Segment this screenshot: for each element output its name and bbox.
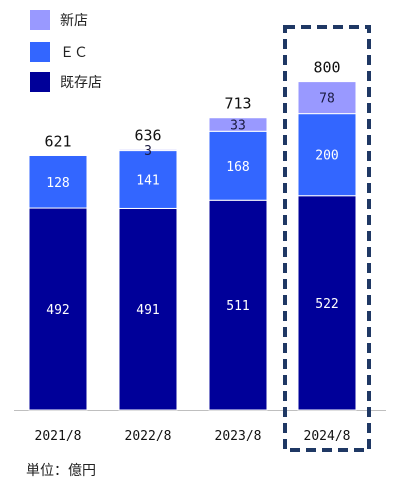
bar-2023/8-ＥＣ [208,130,268,201]
segment-label-2021/8-ＥＣ: 128 [46,176,69,191]
highlight-box [283,25,371,452]
segment-label-2023/8-新店: 33 [230,119,246,134]
x-tick-label-2024/8: 2024/8 [304,429,351,444]
bar-2023/8-既存店 [208,199,268,411]
legend-label-既存店: 既存店 [60,75,102,91]
segment-label-2022/8-既存店: 491 [136,303,159,318]
segment-label-2023/8-ＥＣ: 168 [226,160,249,175]
segment-label-2023/8-既存店: 511 [226,299,249,314]
legend-swatch-既存店 [30,72,50,92]
unit-note: 単位：億円 [26,463,96,479]
bar-2023/8-新店 [208,117,268,132]
segment-label-2024/8-ＥＣ: 200 [315,149,338,164]
segment-label-2022/8-新店: 3 [144,144,152,159]
total-label-2022/8: 636 [134,126,161,144]
segment-label-2021/8-既存店: 492 [46,303,69,318]
x-tick-label-2022/8: 2022/8 [125,429,172,444]
bar-2022/8-新店 [118,148,178,152]
bar-2024/8-既存店 [297,195,357,411]
x-tick-label-2021/8: 2021/8 [35,429,82,444]
legend-swatch-新店 [30,10,50,30]
bar-2022/8-ＥＣ [118,150,178,209]
legend-label-ＥＣ: ＥＣ [60,45,88,61]
legend-label-新店: 新店 [60,13,88,29]
bar-2024/8-ＥＣ [297,113,357,197]
bar-2024/8-新店 [297,81,357,115]
segment-label-2024/8-既存店: 522 [315,297,338,312]
total-label-2024/8: 800 [313,59,340,77]
total-label-2021/8: 621 [44,132,71,150]
x-tick-label-2023/8: 2023/8 [215,429,262,444]
total-label-2023/8: 713 [224,95,251,113]
bar-2021/8-ＥＣ [28,154,88,209]
bar-2021/8-既存店 [28,207,88,411]
legend-swatch-ＥＣ [30,42,50,62]
segment-label-2024/8-新店: 78 [319,92,335,107]
segment-label-2022/8-ＥＣ: 141 [136,174,159,189]
